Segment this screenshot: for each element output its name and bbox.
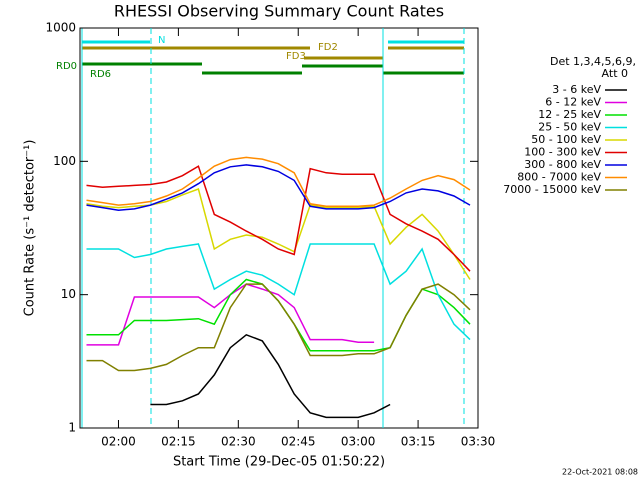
state-lines bbox=[81, 28, 465, 428]
legend-label: 12 - 25 keV bbox=[538, 108, 601, 121]
legend-label: 800 - 7000 keV bbox=[517, 171, 601, 184]
legend-label: 3 - 6 keV bbox=[552, 83, 601, 96]
series-line bbox=[86, 165, 471, 272]
status-label: RD6 bbox=[90, 69, 111, 80]
plot-frame bbox=[79, 27, 479, 429]
x-tick-label: 02:45 bbox=[281, 435, 316, 449]
chart-title: RHESSI Observing Summary Count Rates bbox=[114, 2, 444, 21]
series-line bbox=[86, 156, 471, 208]
status-label: FD2 bbox=[318, 42, 338, 53]
series-line bbox=[86, 283, 375, 346]
series-line bbox=[86, 243, 471, 341]
y-tick-label: 1000 bbox=[45, 21, 76, 35]
status-label: N bbox=[158, 35, 165, 46]
series-line bbox=[86, 283, 471, 372]
legend-label: 7000 - 15000 keV bbox=[503, 183, 601, 196]
legend-label: 100 - 300 keV bbox=[524, 146, 601, 159]
y-tick-label: 10 bbox=[61, 287, 76, 301]
y-axis-label: Count Rate (s⁻¹ detector⁻¹) bbox=[23, 140, 38, 317]
status-bars bbox=[82, 40, 464, 75]
x-tick-label: 02:15 bbox=[161, 435, 196, 449]
x-tick-label: 02:00 bbox=[101, 435, 136, 449]
x-axis-label: Start Time (29-Dec-05 01:50:22) bbox=[173, 455, 385, 470]
x-tick-label: 03:00 bbox=[341, 435, 376, 449]
x-tick-label: 03:30 bbox=[461, 435, 496, 449]
legend-title: Att 0 bbox=[602, 67, 628, 80]
status-label: RD0 bbox=[56, 61, 77, 72]
series-line bbox=[86, 164, 471, 211]
legend-title: Det 1,3,4,5,6,9, bbox=[550, 55, 636, 68]
legend-label: 300 - 800 keV bbox=[524, 158, 601, 171]
legend-label: 50 - 100 keV bbox=[531, 133, 601, 146]
legend-label: 6 - 12 keV bbox=[545, 96, 601, 109]
footer: 22-Oct-2021 08:08 bbox=[562, 468, 638, 477]
x-tick-label: 02:30 bbox=[221, 435, 256, 449]
legend-label: 25 - 50 keV bbox=[538, 121, 601, 134]
x-tick-label: 03:15 bbox=[401, 435, 436, 449]
y-tick-label: 1 bbox=[68, 421, 76, 435]
status-label: FD3 bbox=[286, 51, 306, 62]
y-tick-label: 100 bbox=[53, 154, 76, 168]
series-line bbox=[150, 333, 391, 419]
series-line bbox=[86, 278, 471, 352]
